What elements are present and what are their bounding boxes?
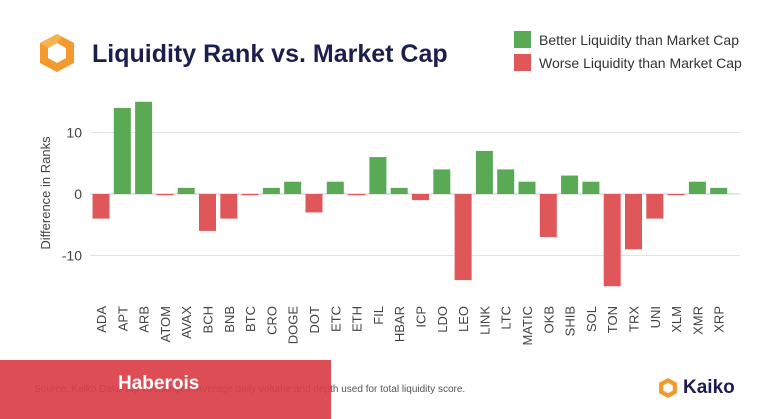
x-tick-label: FIL bbox=[371, 306, 386, 325]
bar-avax bbox=[177, 187, 195, 194]
legend-label-better: Better Liquidity than Market Cap bbox=[539, 31, 739, 48]
bar-shib bbox=[561, 175, 579, 194]
bar-xrp bbox=[710, 187, 728, 194]
x-tick-label: TON bbox=[605, 306, 620, 333]
x-tick-label: DOGE bbox=[286, 306, 301, 345]
bar-link bbox=[475, 150, 493, 194]
watermark-text: Haberois bbox=[118, 373, 200, 394]
legend-label-worse: Worse Liquidity than Market Cap bbox=[539, 54, 742, 71]
bar-icp bbox=[412, 194, 429, 201]
x-tick-label: HBAR bbox=[392, 306, 407, 342]
y-tick-label: 0 bbox=[74, 186, 82, 202]
x-tick-label: UNI bbox=[648, 306, 663, 328]
y-tick-label: -10 bbox=[62, 248, 82, 264]
bar-matic bbox=[518, 181, 536, 194]
bar-bnb bbox=[220, 194, 238, 219]
brand-name: Kaiko bbox=[683, 377, 735, 398]
x-tick-label: BTC bbox=[243, 306, 258, 332]
x-tick-label: BCH bbox=[201, 306, 216, 333]
x-tick-layer: ADA APT ARB ATOM AVAX BCH BNB BTC CRO DOGE DOT ETC E… bbox=[94, 306, 727, 346]
bar-ldo bbox=[433, 169, 451, 194]
bar-xmr bbox=[688, 181, 706, 194]
y-tick-label: 10 bbox=[66, 125, 82, 141]
x-tick-label: ATOM bbox=[158, 306, 173, 342]
chart-title: Liquidity Rank vs. Market Cap bbox=[92, 40, 448, 68]
bar-okb bbox=[539, 194, 557, 238]
bar-leo bbox=[454, 194, 472, 281]
x-tick-label: APT bbox=[115, 306, 130, 331]
bar-trx bbox=[625, 194, 642, 250]
legend-swatch-red bbox=[514, 54, 531, 71]
x-tick-label: AVAX bbox=[179, 306, 194, 339]
bar-hbar bbox=[390, 187, 408, 194]
y-axis-label: Difference in Ranks bbox=[38, 136, 53, 250]
bar-apt bbox=[113, 107, 131, 194]
kaiko-brand-icon bbox=[659, 378, 677, 398]
x-tick-label: MATIC bbox=[520, 306, 535, 345]
x-tick-label: SHIB bbox=[563, 306, 578, 336]
bar-dot bbox=[305, 194, 323, 213]
bar-etc bbox=[326, 181, 344, 194]
bar-bch bbox=[199, 194, 216, 231]
bar-layer bbox=[92, 101, 728, 287]
x-tick-label: ADA bbox=[94, 306, 109, 333]
x-tick-label: XMR bbox=[690, 306, 705, 335]
bar-fil bbox=[369, 157, 387, 194]
bar-arb bbox=[135, 101, 153, 194]
legend-item-better: Better Liquidity than Market Cap bbox=[514, 31, 739, 48]
x-tick-label: LINK bbox=[477, 306, 492, 335]
watermark-banner bbox=[0, 360, 331, 419]
x-tick-label: LTC bbox=[499, 306, 514, 330]
x-tick-label: ETC bbox=[328, 306, 343, 332]
x-tick-label: XRP bbox=[712, 306, 727, 333]
legend-swatch-green bbox=[514, 31, 531, 48]
bar-ltc bbox=[497, 169, 515, 194]
bar-cro bbox=[262, 187, 280, 194]
bar-btc bbox=[241, 194, 259, 196]
bar-eth bbox=[348, 194, 366, 196]
x-tick-label: XLM bbox=[669, 306, 684, 333]
bar-uni bbox=[646, 194, 664, 219]
bar-atom bbox=[156, 194, 174, 196]
kaiko-logo-icon bbox=[40, 34, 74, 72]
x-tick-label: TRX bbox=[627, 306, 642, 332]
bar-sol bbox=[582, 181, 600, 194]
x-tick-label: ETH bbox=[350, 306, 365, 332]
x-tick-label: ARB bbox=[137, 306, 152, 333]
x-tick-label: DOT bbox=[307, 306, 322, 334]
x-tick-label: OKB bbox=[541, 306, 556, 333]
legend-item-worse: Worse Liquidity than Market Cap bbox=[514, 54, 742, 71]
x-tick-label: LEO bbox=[456, 306, 471, 332]
x-tick-label: ICP bbox=[414, 306, 429, 328]
bar-ada bbox=[92, 194, 110, 219]
bar-ton bbox=[603, 194, 621, 287]
x-tick-label: CRO bbox=[264, 306, 279, 335]
x-tick-label: LDO bbox=[435, 306, 450, 333]
bar-xlm bbox=[667, 194, 685, 196]
x-tick-label: SOL bbox=[584, 306, 599, 332]
x-tick-label: BNB bbox=[222, 306, 237, 333]
bar-doge bbox=[284, 181, 302, 194]
y-tick-layer: -10 0 10 bbox=[62, 125, 82, 264]
